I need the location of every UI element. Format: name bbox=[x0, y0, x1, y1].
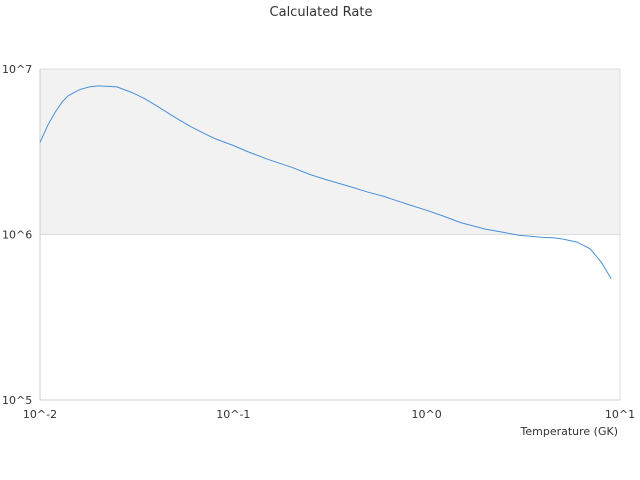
x-tick-label-3: 10^1 bbox=[605, 408, 635, 421]
x-tick-label-2: 10^0 bbox=[412, 408, 442, 421]
shaded-band bbox=[40, 69, 620, 235]
y-tick-label-1: 10^6 bbox=[2, 229, 32, 242]
x-tick-label-1: 10^-1 bbox=[216, 408, 250, 421]
series-line bbox=[39, 85, 612, 280]
x-axis-label: Temperature (GK) bbox=[520, 425, 619, 438]
y-tick-label-2: 10^7 bbox=[2, 63, 32, 76]
chart-title: Calculated Rate bbox=[270, 5, 373, 20]
y-tick-labels: 10^5 10^6 10^7 bbox=[2, 63, 32, 407]
gridlines bbox=[40, 68, 620, 235]
x-tick-label-0: 10^-2 bbox=[23, 408, 57, 421]
y-tick-label-0: 10^5 bbox=[2, 394, 32, 407]
x-tick-labels: 10^-2 10^-1 10^0 10^1 bbox=[23, 408, 635, 421]
